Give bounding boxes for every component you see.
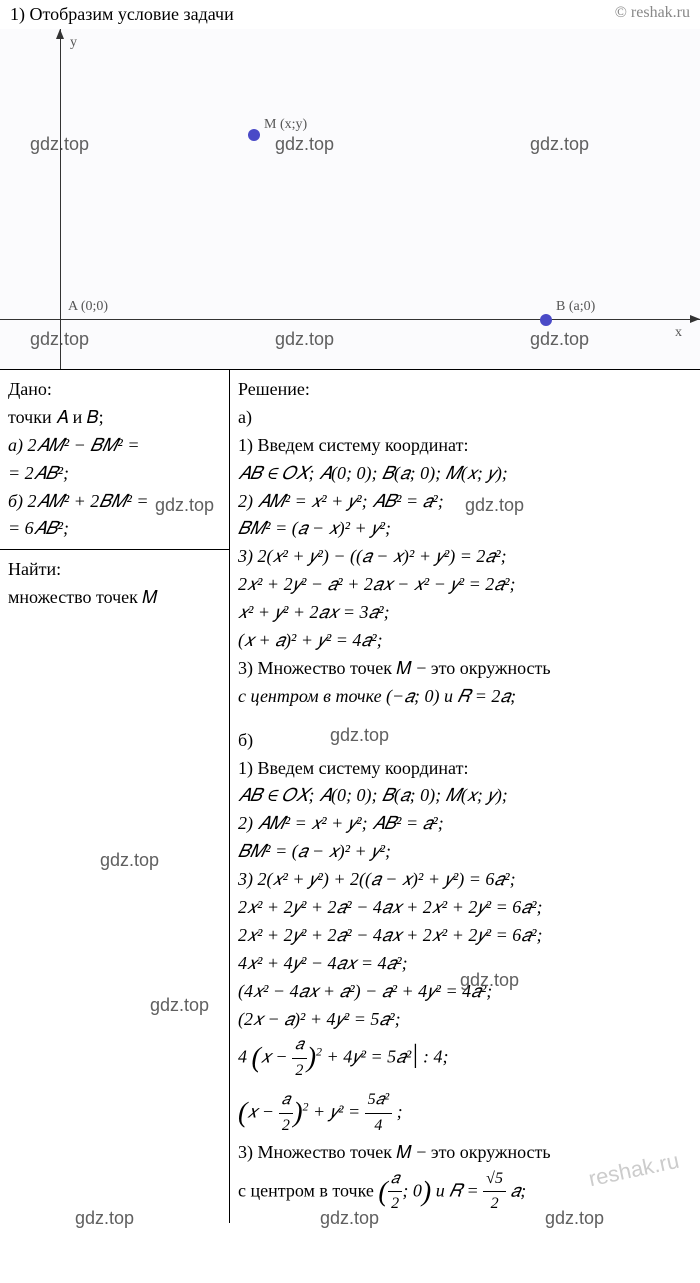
- text: ; 0: [402, 1180, 422, 1200]
- frac-num: 𝑎: [279, 1088, 294, 1114]
- solution-line: 2𝑥² + 2𝑦² + 2𝑎² − 4𝑎𝑥 + 2𝑥² + 2𝑦² = 6𝑎²;: [238, 894, 692, 922]
- solution-line: 2) 𝐴𝑀² = 𝑥² + 𝑦²; 𝐴𝐵² = 𝑎²;: [238, 488, 692, 516]
- solution-line: 4𝑥² + 4𝑦² − 4𝑎𝑥 = 4𝑎²;: [238, 950, 692, 978]
- x-axis-label: x: [675, 325, 682, 341]
- copyright: © reshak.ru: [615, 4, 690, 25]
- solution-line: 3) 2(𝑥² + 𝑦²) + 2((𝑎 − 𝑥)² + 𝑦²) = 6𝑎²;: [238, 866, 692, 894]
- solution-line: 𝐴𝐵 ∈ 𝑂𝑋; 𝐴(0; 0); 𝐵(𝑎; 0); 𝑀(𝑥; 𝑦);: [238, 460, 692, 488]
- solution-column: Решение: а) 1) Введем систему координат:…: [230, 370, 700, 1223]
- text: с центром в точке: [238, 1180, 378, 1200]
- text: и 𝑅 =: [436, 1180, 483, 1200]
- solution-line: 4 (𝑥 − 𝑎2)2 + 4𝑦² = 5𝑎²| : 4;: [238, 1033, 692, 1084]
- point-m-dot: [248, 129, 260, 141]
- given-line: точки 𝐴 и 𝐵;: [8, 404, 221, 432]
- y-axis-label: y: [70, 35, 77, 51]
- watermark: gdz.top: [530, 134, 589, 155]
- solution-table: Дано: точки 𝐴 и 𝐵; а) 2𝐴𝑀² − 𝐵𝑀² = = 2𝐴𝐵…: [0, 369, 700, 1223]
- coordinate-graph: y x A (0;0) M (x;y) B (a;0) gdz.top gdz.…: [0, 29, 700, 369]
- y-axis: [60, 29, 61, 369]
- solution-line: 2) 𝐴𝑀² = 𝑥² + 𝑦²; 𝐴𝐵² = 𝑎²;: [238, 810, 692, 838]
- solution-line: 𝐵𝑀² = (𝑎 − 𝑥)² + 𝑦²;: [238, 838, 692, 866]
- given-line: = 2𝐴𝐵²;: [8, 460, 221, 488]
- text: : 4;: [418, 1047, 448, 1067]
- solution-heading: Решение:: [238, 376, 692, 404]
- solution-line: 1) Введем систему координат:: [238, 755, 692, 783]
- solution-line: 𝐵𝑀² = (𝑎 − 𝑥)² + 𝑦²;: [238, 515, 692, 543]
- find-heading: Найти:: [8, 556, 221, 584]
- x-arrow-icon: [690, 315, 700, 323]
- solution-line: 3) 2(𝑥² + 𝑦²) − ((𝑎 − 𝑥)² + 𝑦²) = 2𝑎²;: [238, 543, 692, 571]
- solution-line: 3) Множество точек 𝑀 − это окружность: [238, 655, 692, 683]
- text: + 4𝑦² = 5𝑎²: [327, 1047, 412, 1067]
- given-heading: Дано:: [8, 376, 221, 404]
- frac-den: 2: [279, 1114, 294, 1139]
- text: 𝑎;: [510, 1180, 526, 1200]
- given-line: б) 2𝐴𝑀² + 2𝐵𝑀² =: [8, 488, 221, 516]
- frac-den: 4: [365, 1114, 393, 1139]
- frac-den: 2: [292, 1059, 307, 1084]
- point-m-label: M (x;y): [264, 117, 307, 133]
- frac-den: 2: [483, 1192, 506, 1217]
- given-line: а) 2𝐴𝑀² − 𝐵𝑀² =: [8, 432, 221, 460]
- given-line: = 6𝐴𝐵²;: [8, 515, 221, 543]
- solution-line: с центром в точке (−𝑎; 0) и 𝑅 = 2𝑎;: [238, 683, 692, 711]
- solution-line: (𝑥 − 𝑎2)2 + 𝑦² = 5𝑎²4 ;: [238, 1088, 692, 1139]
- solution-line: 2𝑥² + 2𝑦² − 𝑎² + 2𝑎𝑥 − 𝑥² − 𝑦² = 2𝑎²;: [238, 571, 692, 599]
- solution-line: (4𝑥² − 4𝑎𝑥 + 𝑎²) − 𝑎² + 4𝑦² = 4𝑎²;: [238, 978, 692, 1006]
- solution-line: 𝑥² + 𝑦² + 2𝑎𝑥 = 3𝑎²;: [238, 599, 692, 627]
- frac-num: 5𝑎²: [365, 1088, 393, 1114]
- task-title: 1) Отобразим условие задачи: [10, 4, 234, 25]
- watermark: gdz.top: [275, 329, 334, 350]
- text: + 𝑦² =: [313, 1102, 365, 1122]
- frac-num: 𝑎: [292, 1033, 307, 1059]
- frac-num: 𝑎: [388, 1167, 403, 1193]
- find-line: множество точек 𝑀: [8, 584, 221, 612]
- solution-line: (2𝑥 − 𝑎)² + 4𝑦² = 5𝑎²;: [238, 1006, 692, 1034]
- x-axis: [0, 319, 700, 320]
- part-b-label: б): [238, 727, 692, 755]
- frac-den: 2: [388, 1192, 403, 1217]
- point-b-label: B (a;0): [556, 299, 595, 315]
- solution-line: 2𝑥² + 2𝑦² + 2𝑎² − 4𝑎𝑥 + 2𝑥² + 2𝑦² = 6𝑎²;: [238, 922, 692, 950]
- solution-line: 𝐴𝐵 ∈ 𝑂𝑋; 𝐴(0; 0); 𝐵(𝑎; 0); 𝑀(𝑥; 𝑦);: [238, 782, 692, 810]
- given-column: Дано: точки 𝐴 и 𝐵; а) 2𝐴𝑀² − 𝐵𝑀² = = 2𝐴𝐵…: [0, 370, 230, 1223]
- point-a-label: A (0;0): [68, 299, 108, 315]
- frac-num: √5: [483, 1167, 506, 1193]
- text: ;: [397, 1102, 403, 1122]
- solution-line: (𝑥 + 𝑎)² + 𝑦² = 4𝑎²;: [238, 627, 692, 655]
- text: 4: [238, 1047, 247, 1067]
- watermark: gdz.top: [275, 134, 334, 155]
- y-arrow-icon: [56, 29, 64, 39]
- part-a-label: а): [238, 404, 692, 432]
- watermark: gdz.top: [530, 329, 589, 350]
- solution-line: 1) Введем систему координат:: [238, 432, 692, 460]
- point-b-dot: [540, 314, 552, 326]
